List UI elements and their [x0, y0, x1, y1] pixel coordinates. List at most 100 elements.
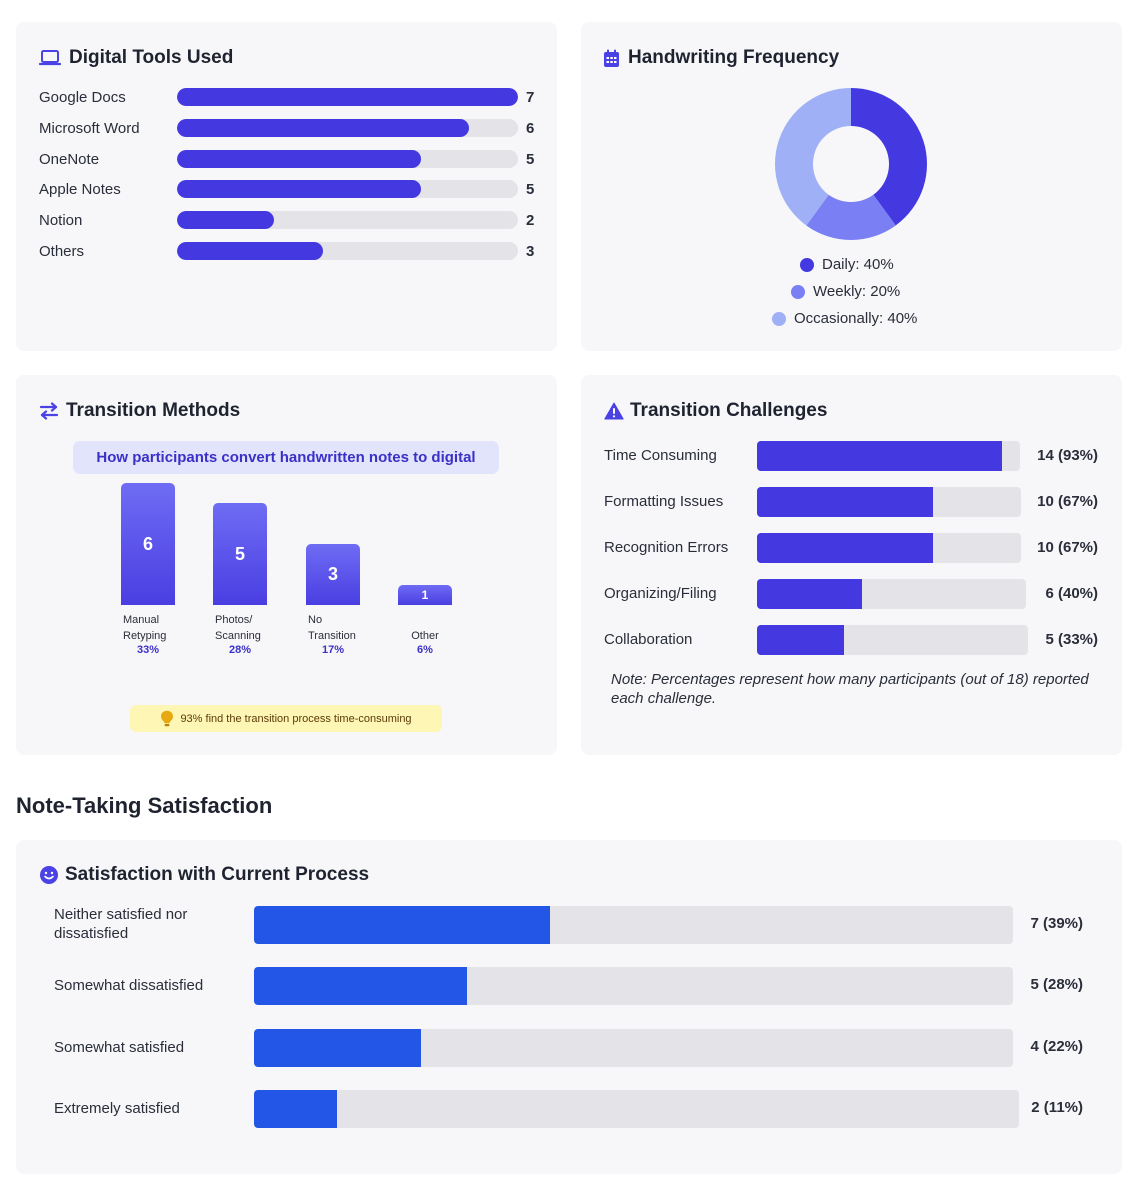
method-label-line2: Other [411, 630, 439, 642]
satisfaction-bar-track [254, 1029, 1013, 1067]
challenge-label: Formatting Issues [604, 493, 724, 510]
legend-item: Occasionally: 40% [772, 310, 917, 327]
legend-item: Daily: 40% [800, 256, 894, 273]
tool-value: 7 [526, 88, 535, 106]
warning-icon [604, 400, 624, 422]
transition-methods-card [16, 375, 557, 755]
transition-challenges-title-text: Transition Challenges [630, 400, 828, 421]
donut-slice-occasionally [775, 88, 851, 226]
tool-bar [177, 180, 421, 198]
challenge-label: Collaboration [604, 631, 693, 648]
tool-row: OneNote 5 [39, 149, 559, 169]
satisfaction-bar [254, 1029, 421, 1067]
handwriting-title-text: Handwriting Frequency [628, 47, 840, 68]
transition-methods-caption: How participants convert handwritten not… [73, 441, 499, 474]
tool-label: Microsoft Word [39, 119, 140, 137]
tool-value: 3 [526, 242, 535, 260]
arrows-exchange-icon [39, 400, 59, 422]
challenge-bar [757, 441, 1002, 471]
satisfaction-bar-track [254, 967, 1013, 1005]
challenge-label: Time Consuming [604, 447, 717, 464]
tool-value: 2 [526, 211, 535, 229]
legend-label: Occasionally: 40% [794, 310, 918, 327]
challenge-bar-track [757, 487, 1021, 517]
method-bar: 6 [121, 483, 175, 605]
challenge-bar [757, 579, 863, 609]
method-percentage: 33% [136, 644, 160, 656]
tool-label: Apple Notes [39, 180, 121, 198]
challenge-bar [757, 625, 844, 655]
handwriting-donut-chart [775, 88, 927, 240]
tool-bar-track [177, 242, 518, 260]
method-label-line1: Manual [123, 614, 160, 626]
method-label-line2: Retyping [123, 630, 167, 642]
method-bar-value: 1 [421, 587, 429, 602]
method-bar: 3 [306, 544, 360, 605]
method-label-line2: Transition [308, 630, 356, 642]
section-title: Note-Taking Satisfaction [16, 793, 273, 818]
satisfaction-bar-track [254, 906, 1013, 944]
satisfaction-bar-track [254, 1090, 1019, 1128]
lightbulb-icon [160, 710, 174, 727]
transition-insight-text: 93% find the transition process time-con… [180, 712, 412, 725]
calendar-icon [602, 47, 620, 69]
transition-challenges-title: Transition Challenges [604, 400, 827, 422]
challenge-value: 10 (67%) [1037, 539, 1098, 556]
method-bar: 5 [213, 503, 267, 605]
challenge-bar-track [757, 625, 1028, 655]
handwriting-card [581, 22, 1122, 351]
smiley-icon [39, 864, 59, 886]
satisfaction-bar [254, 967, 467, 1005]
satisfaction-value: 5 (28%) [1030, 976, 1083, 993]
method-label-line2: Scanning [215, 630, 261, 642]
method-percentage: 6% [417, 644, 433, 656]
tool-bar [177, 150, 421, 168]
tool-label: Google Docs [39, 88, 126, 106]
legend-swatch [800, 257, 814, 272]
tool-bar [177, 211, 275, 229]
method-bar-value: 3 [327, 564, 338, 584]
tool-bar-track [177, 150, 518, 168]
laptop-icon [39, 47, 61, 69]
tool-bar-track [177, 119, 518, 137]
satisfaction-label: Extremely satisfied [54, 1100, 180, 1117]
legend-item: Weekly: 20% [791, 283, 900, 300]
method-bar: 1 [398, 584, 452, 605]
satisfaction-value: 4 (22%) [1030, 1038, 1083, 1055]
tool-value: 5 [526, 180, 535, 198]
handwriting-title: Handwriting Frequency [602, 47, 839, 69]
transition-challenges-card [581, 375, 1122, 755]
challenge-value: 6 (40%) [1045, 585, 1098, 602]
challenge-bar-track [757, 579, 1026, 609]
legend-label: Weekly: 20% [813, 283, 901, 300]
digital-tools-title: Digital Tools Used [39, 47, 233, 69]
legend-label: Daily: 40% [822, 256, 894, 273]
tool-bar [177, 119, 470, 137]
satisfaction-bar [254, 1090, 338, 1128]
tool-row: Microsoft Word 6 [39, 118, 559, 138]
tool-label: Notion [39, 211, 83, 229]
tool-row: Others 3 [39, 241, 559, 261]
tool-bar-track [177, 180, 518, 198]
challenge-bar-track [757, 533, 1021, 563]
donut-slice-weekly [806, 194, 896, 240]
satisfaction-bar [254, 906, 550, 944]
tool-value: 6 [526, 119, 535, 137]
digital-tools-title-text: Digital Tools Used [69, 47, 234, 68]
transition-methods-title: Transition Methods [39, 400, 240, 422]
method-bar-value: 6 [142, 533, 153, 554]
donut-slice-daily [851, 88, 927, 226]
challenge-value: 14 (93%) [1037, 447, 1098, 464]
satisfaction-label: Neither satisfied nor dissatisfied [54, 906, 188, 942]
tool-bar-track [177, 211, 518, 229]
challenge-value: 10 (67%) [1037, 493, 1098, 510]
method-bar-value: 5 [234, 543, 245, 564]
challenge-value: 5 (33%) [1045, 631, 1098, 648]
satisfaction-label: Somewhat dissatisfied [54, 977, 204, 994]
satisfaction-title: Satisfaction with Current Process [39, 864, 369, 886]
tool-bar [177, 88, 518, 106]
legend-swatch [791, 284, 805, 299]
tool-row: Apple Notes 5 [39, 179, 559, 199]
tool-bar [177, 242, 324, 260]
satisfaction-title-text: Satisfaction with Current Process [65, 864, 370, 885]
